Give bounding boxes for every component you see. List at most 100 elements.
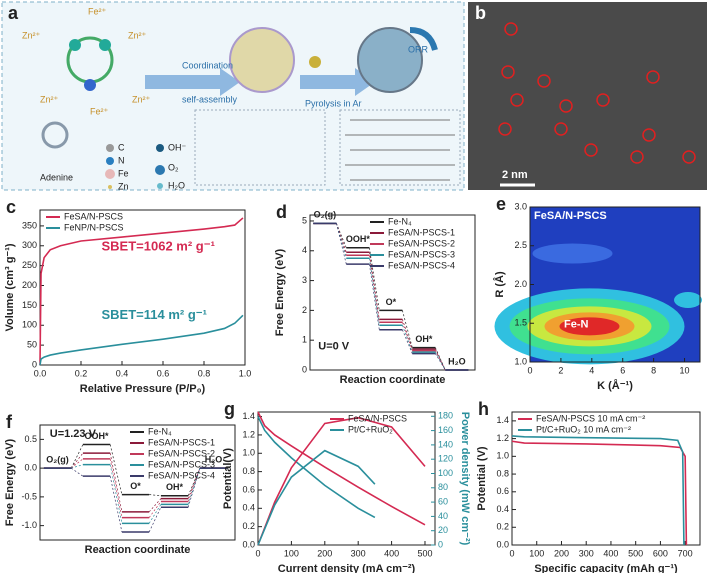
connector <box>435 351 446 371</box>
legend-label: FeSA/N-PSCS-2 <box>388 238 455 248</box>
connector <box>402 325 413 353</box>
x-axis-label: Relative Pressure (P/P₀) <box>80 383 206 395</box>
x-tick-label: 300 <box>579 548 594 558</box>
connector <box>70 452 84 469</box>
y-tick-label: -0.5 <box>21 491 37 501</box>
y2-tick-label: 0 <box>438 539 443 549</box>
step-label: O* <box>130 481 141 491</box>
data-line <box>511 440 688 546</box>
x-tick-label: 10 <box>680 365 690 375</box>
plot-frame <box>309 214 476 371</box>
y-tick-label: 1 <box>302 335 307 345</box>
plot-frame <box>39 209 246 366</box>
schematic-text: Zn²⁺ <box>40 94 59 104</box>
legend-label: FeSA/N-PSCS-3 <box>388 249 455 259</box>
connector <box>369 252 380 320</box>
contour-band <box>559 317 620 336</box>
legend-label: Fe-N₄ <box>388 216 412 226</box>
legend-label: FeSA/N-PSCS <box>64 211 123 221</box>
legend-label: FeSA/N-PSCS 10 mA cm⁻² <box>536 413 645 423</box>
legend-label: Pt/C+RuO₂ 10 mA cm⁻² <box>536 424 631 434</box>
y-tick-label: 0.8 <box>496 468 509 478</box>
x-axis-label: K (Å⁻¹) <box>597 379 633 392</box>
y-tick-label: 1.0 <box>242 448 255 458</box>
x-tick-label: 1.0 <box>239 368 252 378</box>
schematic-text: O₂ <box>168 162 179 172</box>
legend-label: FeSA/N-PSCS-4 <box>148 470 215 480</box>
y-tick-label: 350 <box>22 220 37 230</box>
panel-label: e <box>496 194 506 214</box>
x-tick-label: 0 <box>527 365 532 375</box>
legend-label: FeSA/N-PSCS-4 <box>388 260 455 270</box>
legend-label: FeSA/N-PSCS-3 <box>148 459 215 469</box>
x-tick-label: 0.2 <box>75 368 88 378</box>
x-tick-label: 0 <box>255 548 260 558</box>
data-line <box>511 435 685 546</box>
y2-axis-label: Power density (mW cm⁻²) <box>459 412 471 546</box>
x-tick-label: 700 <box>678 548 693 558</box>
y2-tick-label: 40 <box>438 511 448 521</box>
connector <box>369 258 380 326</box>
y2-tick-label: 140 <box>438 439 453 449</box>
schematic-text: Fe²⁺ <box>90 106 109 116</box>
y-tick-label: 100 <box>22 320 37 330</box>
schematic-shapes <box>41 27 461 189</box>
x-tick-label: 0.0 <box>34 368 47 378</box>
x-tick-label: 500 <box>628 548 643 558</box>
x-axis-label: Reaction coordinate <box>340 374 446 386</box>
y-axis-label: Free Energy (eV) <box>274 248 286 336</box>
y-tick-label: 0.0 <box>496 539 509 549</box>
x-tick-label: 6 <box>620 365 625 375</box>
annotation: SBET=1062 m² g⁻¹ <box>102 239 215 254</box>
schematic-text: Fe²⁺ <box>88 6 107 16</box>
connector <box>148 501 162 518</box>
scale-label: 2 nm <box>502 169 528 181</box>
x-tick-label: 400 <box>603 548 618 558</box>
x-tick-label: 4 <box>589 365 594 375</box>
schematic-text: Zn²⁺ <box>128 30 147 40</box>
schematic-text: N <box>118 155 125 165</box>
x-tick-label: 2 <box>558 365 563 375</box>
y-tick-label: -1.0 <box>21 520 37 530</box>
y-tick-label: 2.0 <box>514 279 527 289</box>
y-tick-label: 0.0 <box>242 539 255 549</box>
connector <box>70 458 84 469</box>
y-tick-label: 0.6 <box>496 486 509 496</box>
schematic-text: Fe <box>118 168 129 178</box>
schematic-text: ORR <box>408 44 429 54</box>
y2-tick-label: 160 <box>438 425 453 435</box>
connector <box>187 468 201 508</box>
schematic-text: OH⁻ <box>168 142 187 152</box>
y-axis-label: Volume (cm³ g⁻¹) <box>4 243 16 331</box>
data-line <box>257 416 426 546</box>
chart-title: FeSA/N-PSCS <box>534 210 607 222</box>
x-tick-label: 0.6 <box>157 368 170 378</box>
plot-frame <box>511 411 701 546</box>
connector <box>402 329 413 354</box>
x-tick-label: 100 <box>529 548 544 558</box>
step-label: OOH* <box>346 234 371 244</box>
connector <box>402 310 413 348</box>
connector <box>402 322 413 351</box>
y-tick-label: 1.4 <box>242 411 255 421</box>
y-tick-label: 2 <box>302 305 307 315</box>
legend-label: FeSA/N-PSCS-1 <box>148 437 215 447</box>
contour-band <box>674 292 702 308</box>
schematic-text: Zn <box>118 181 129 191</box>
step-label: O₂(g) <box>314 210 337 220</box>
x-tick-label: 500 <box>417 548 432 558</box>
connector <box>148 507 162 533</box>
x-tick-label: 0.4 <box>116 368 129 378</box>
y-tick-label: 1.2 <box>496 433 509 443</box>
connector <box>109 464 123 524</box>
y-tick-label: 0 <box>32 359 37 369</box>
x-tick-label: 400 <box>384 548 399 558</box>
connector <box>70 444 84 469</box>
annotation: Fe-N <box>564 319 589 331</box>
y-tick-label: 2.5 <box>514 240 527 250</box>
x-tick-label: 0 <box>509 548 514 558</box>
connector <box>336 223 347 265</box>
step-label: O* <box>386 297 397 307</box>
connector <box>109 476 123 533</box>
y-tick-label: 0.4 <box>242 503 255 513</box>
